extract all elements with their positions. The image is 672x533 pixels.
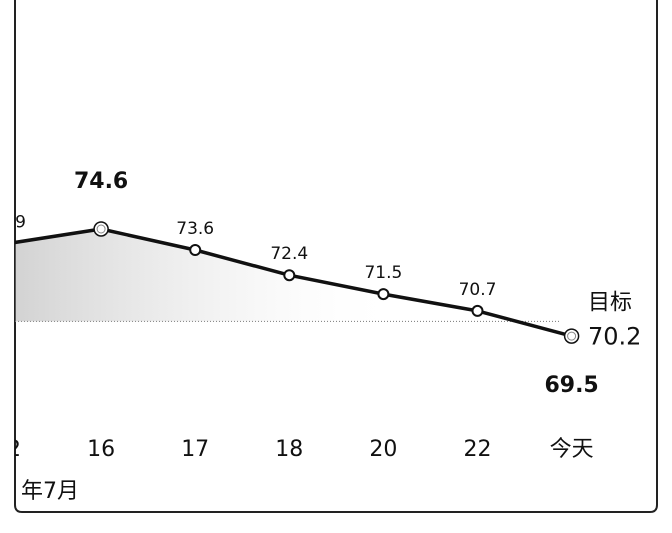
value-label: 74.6	[74, 169, 128, 194]
data-point	[93, 221, 109, 237]
x-tick-label: 20	[369, 437, 397, 462]
data-point	[189, 244, 202, 256]
data-point	[471, 304, 484, 317]
data-point	[377, 288, 390, 301]
data-point-ring	[96, 224, 106, 234]
area-fill	[15, 229, 572, 337]
value-label: 70.7	[459, 280, 497, 300]
target-value: 70.2	[588, 322, 641, 350]
x-tick-label: 22	[464, 437, 492, 462]
value-label: 73.9	[0, 213, 26, 233]
data-point-ring	[567, 331, 577, 341]
plot-area: 目标 70.2 73.9 12 74.6 16 73.6 17 72.4 18 71.5 20 70.7…	[0, 169, 641, 504]
x-axis-title: 年7月	[21, 479, 79, 504]
value-label: 72.4	[270, 244, 308, 264]
data-point	[2, 239, 12, 249]
data-point	[563, 328, 580, 344]
x-tick-label: 12	[0, 437, 21, 462]
x-tick-label: 18	[275, 437, 303, 462]
x-tick-label: 16	[87, 437, 115, 462]
target-label: 目标	[588, 290, 632, 315]
data-point	[283, 269, 296, 282]
card-frame	[14, 0, 658, 513]
x-tick-label: 17	[181, 437, 209, 462]
value-label: 69.5	[544, 373, 598, 398]
value-label: 71.5	[364, 263, 402, 283]
value-label: 73.6	[176, 219, 214, 239]
x-tick-label: 今天	[550, 437, 594, 462]
